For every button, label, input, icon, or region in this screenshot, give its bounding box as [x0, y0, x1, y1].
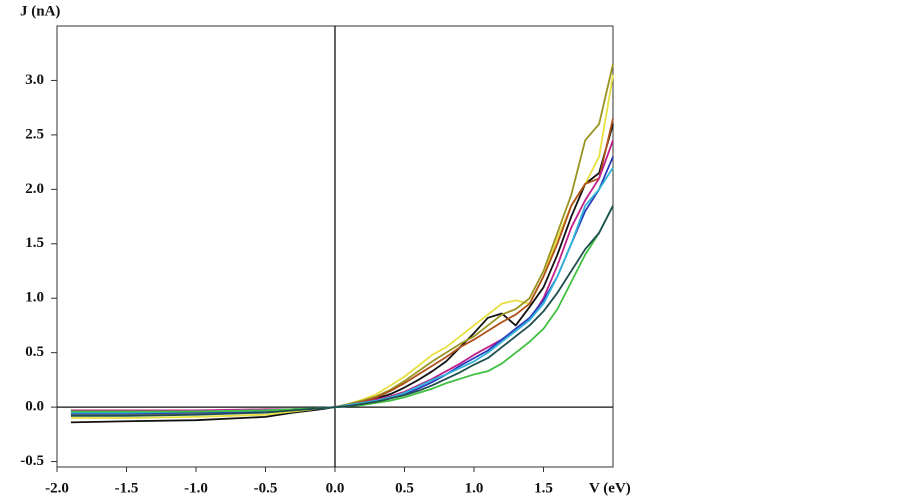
y-tick-label: 1.0 — [25, 290, 44, 306]
x-tick-label: -0.5 — [254, 480, 278, 496]
data-line — [70, 205, 614, 417]
y-tick-label: 2.5 — [25, 126, 44, 142]
x-tick-label: 0.0 — [326, 480, 345, 496]
x-axis-label: V (eV) — [589, 480, 631, 496]
y-tick-label: 2.0 — [25, 181, 44, 197]
x-tick-label: 0.5 — [395, 480, 414, 496]
x-tick-label: 1.5 — [534, 480, 553, 496]
data-line — [70, 205, 614, 413]
data-line — [70, 140, 614, 412]
y-tick-label: 1.5 — [25, 235, 44, 251]
data-line — [70, 63, 614, 416]
x-tick-label: -1.0 — [184, 480, 208, 496]
data-line — [70, 156, 614, 415]
data-line — [70, 74, 614, 419]
data-line — [70, 167, 614, 414]
y-tick-label: 3.0 — [25, 72, 44, 88]
data-line — [70, 123, 614, 424]
data-line — [70, 118, 614, 414]
y-axis-label: J (nA) — [20, 3, 60, 19]
y-tick-label: 0.5 — [25, 344, 44, 360]
x-tick-label: 1.0 — [465, 480, 484, 496]
x-tick-label: -1.5 — [115, 480, 139, 496]
x-tick-label: -2.0 — [45, 480, 69, 496]
y-tick-label: 0.0 — [25, 399, 44, 415]
y-tick-label: -0.5 — [20, 453, 44, 469]
